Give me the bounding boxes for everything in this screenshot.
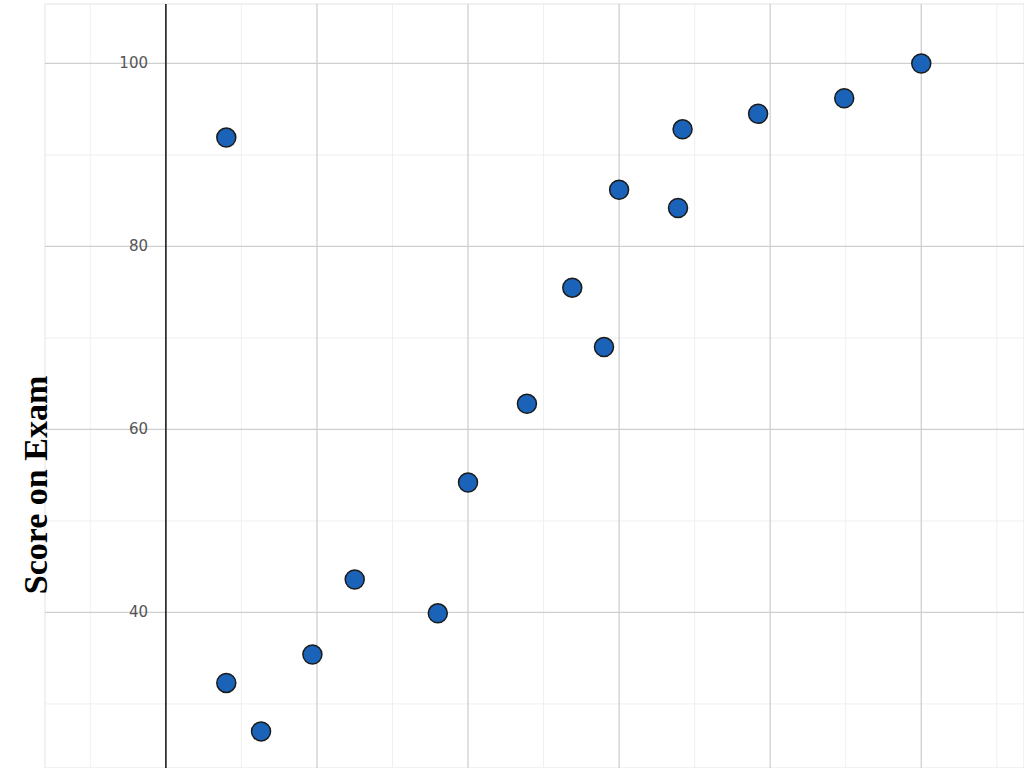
minor-grid-line <box>45 154 1024 155</box>
grid-line <box>618 4 619 768</box>
y-tick-label: 60 <box>129 420 148 438</box>
point <box>517 394 536 413</box>
point <box>217 128 236 147</box>
point <box>217 673 236 692</box>
grid-line <box>165 4 166 768</box>
minor-grid-line <box>694 4 695 768</box>
minor-grid-line <box>241 4 242 768</box>
points <box>217 54 931 741</box>
point <box>835 89 854 108</box>
point <box>563 278 582 297</box>
point <box>669 199 688 218</box>
point <box>749 104 768 123</box>
grid <box>45 4 1024 768</box>
point <box>303 645 322 664</box>
grid-line <box>770 4 771 768</box>
minor-grid-line <box>90 4 91 768</box>
y-tick-label: 80 <box>129 237 148 255</box>
grid-line <box>45 246 1024 247</box>
minor-grid-line <box>45 337 1024 338</box>
y-axis-label: Score on Exam <box>17 376 54 594</box>
grid-line <box>921 4 922 768</box>
point <box>912 54 931 73</box>
y-axis-line <box>165 4 167 768</box>
minor-grid-line <box>845 4 846 768</box>
minor-grid-line <box>996 4 997 768</box>
y-tick-label: 100 <box>119 54 148 72</box>
grid-line <box>45 429 1024 430</box>
point <box>459 473 478 492</box>
point <box>610 180 629 199</box>
y-tick-label: 40 <box>129 603 148 621</box>
minor-grid-line <box>45 520 1024 521</box>
point <box>428 604 447 623</box>
point <box>594 338 613 357</box>
chart: 40 60 80 100 Score on Exam <box>0 0 1024 768</box>
plot-frame <box>45 4 1024 768</box>
point <box>252 722 271 741</box>
minor-grid-line <box>543 4 544 768</box>
chart-container: 40 60 80 100 Score on Exam <box>0 0 1024 768</box>
minor-grid-line <box>392 4 393 768</box>
minor-grid-line <box>45 703 1024 704</box>
grid-line <box>45 612 1024 613</box>
grid-line <box>45 63 1024 64</box>
point <box>673 120 692 139</box>
grid-line <box>467 4 468 768</box>
point <box>345 570 364 589</box>
